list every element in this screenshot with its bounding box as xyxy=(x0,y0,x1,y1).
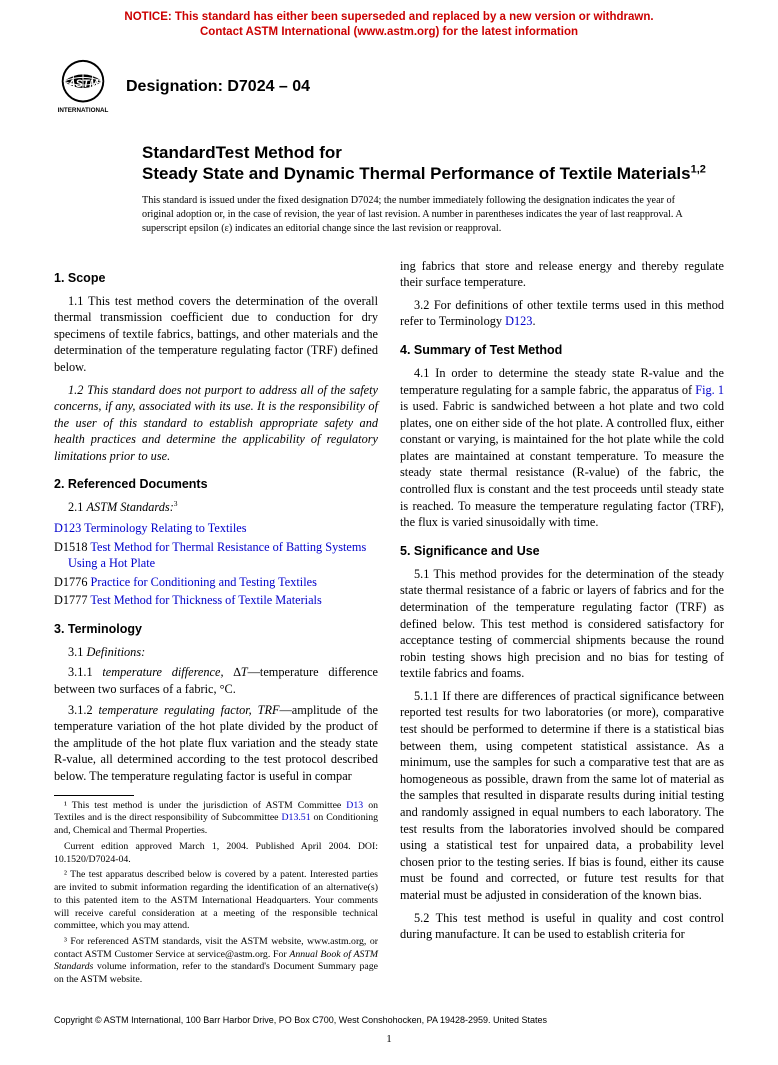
issued-note: This standard is issued under the fixed … xyxy=(142,194,704,235)
fn1-prefix: ¹ This test method is under the jurisdic… xyxy=(64,800,346,811)
para-2-1: 2.1 ASTM Standards:3 xyxy=(54,499,378,516)
para-3-2: 3.2 For definitions of other textile ter… xyxy=(400,297,724,330)
para-3-1-2-cont: ing fabrics that store and release energ… xyxy=(400,258,724,291)
p32-prefix: 3.2 For definitions of other textile ter… xyxy=(400,298,724,329)
ref-d1518-text[interactable]: Test Method for Thermal Resistance of Ba… xyxy=(68,540,366,571)
p312-term: temperature regulating factor, TRF xyxy=(98,703,279,717)
section-2-heading: 2. Referenced Documents xyxy=(54,476,378,493)
title-main: Steady State and Dynamic Thermal Perform… xyxy=(142,164,691,183)
para-2-1-sup: 3 xyxy=(174,499,178,508)
ref-d1777-text[interactable]: Test Method for Thickness of Textile Mat… xyxy=(87,593,321,607)
notice-line2: Contact ASTM International (www.astm.org… xyxy=(200,26,578,38)
header-row: ASTM INTERNATIONAL Designation: D7024 – … xyxy=(54,58,724,116)
para-3-1-term: Definitions: xyxy=(86,645,145,659)
designation-text: Designation: D7024 – 04 xyxy=(126,78,310,96)
ref-d1776-text[interactable]: Practice for Conditioning and Testing Te… xyxy=(87,575,316,589)
p311-label: 3.1.1 xyxy=(68,665,102,679)
footnote-1: ¹ This test method is under the jurisdic… xyxy=(54,800,378,838)
para-5-1-1: 5.1.1 If there are differences of practi… xyxy=(400,688,724,904)
p32-suffix: . xyxy=(532,314,535,328)
page-number: 1 xyxy=(54,1033,724,1045)
footnote-2: ² The test apparatus described below is … xyxy=(54,869,378,933)
ref-d1777-code: D1777 xyxy=(54,593,87,607)
ref-d1776: D1776 Practice for Conditioning and Test… xyxy=(54,574,378,591)
ref-d1518: D1518 Test Method for Thermal Resistance… xyxy=(54,539,378,572)
fn1-link1[interactable]: D13 xyxy=(346,800,363,811)
section-4-heading: 4. Summary of Test Method xyxy=(400,342,724,359)
p312-label: 3.1.2 xyxy=(68,703,98,717)
ref-d1776-code: D1776 xyxy=(54,575,87,589)
section-5-heading: 5. Significance and Use xyxy=(400,543,724,560)
svg-text:INTERNATIONAL: INTERNATIONAL xyxy=(58,107,109,114)
svg-text:ASTM: ASTM xyxy=(67,78,99,90)
fn1-link2[interactable]: D13.51 xyxy=(281,812,310,823)
ref-d1777: D1777 Test Method for Thickness of Texti… xyxy=(54,592,378,609)
p32-link[interactable]: D123 xyxy=(505,314,532,328)
ref-d1518-code: D1518 xyxy=(54,540,87,554)
para-3-1: 3.1 Definitions: xyxy=(54,644,378,661)
notice-banner: NOTICE: This standard has either been su… xyxy=(54,10,724,40)
p41-link[interactable]: Fig. 1 xyxy=(695,383,724,397)
fn3-suffix: volume information, refer to the standar… xyxy=(54,961,378,985)
p311-term: temperature difference, ∆T xyxy=(102,665,247,679)
para-1-2: 1.2 This standard does not purport to ad… xyxy=(54,382,378,465)
ref-d123-code[interactable]: D123 xyxy=(54,521,81,535)
title-block: StandardTest Method for Steady State and… xyxy=(142,142,724,185)
title-superscript: 1,2 xyxy=(691,163,706,175)
para-5-1: 5.1 This method provides for the determi… xyxy=(400,566,724,682)
section-3-heading: 3. Terminology xyxy=(54,621,378,638)
footnotes-block: ¹ This test method is under the jurisdic… xyxy=(54,800,378,987)
footnote-separator xyxy=(54,795,134,796)
body-columns: 1. Scope 1.1 This test method covers the… xyxy=(54,258,724,987)
title-line2: Steady State and Dynamic Thermal Perform… xyxy=(142,163,724,184)
ref-d123-text[interactable]: Terminology Relating to Textiles xyxy=(81,521,246,535)
para-3-1-1: 3.1.1 temperature difference, ∆T—tempera… xyxy=(54,664,378,697)
notice-line1: NOTICE: This standard has either been su… xyxy=(124,11,653,23)
title-line1: StandardTest Method for xyxy=(142,142,724,163)
copyright-line: Copyright © ASTM International, 100 Barr… xyxy=(54,1015,724,1025)
para-3-1-2: 3.1.2 temperature regulating factor, TRF… xyxy=(54,702,378,785)
footnote-3: ³ For referenced ASTM standards, visit t… xyxy=(54,936,378,987)
para-1-1: 1.1 This test method covers the determin… xyxy=(54,293,378,376)
footnote-1b: Current edition approved March 1, 2004. … xyxy=(54,841,378,866)
astm-logo: ASTM INTERNATIONAL xyxy=(54,58,112,116)
para-2-1-prefix: 2.1 xyxy=(68,500,86,514)
p41-prefix: 4.1 In order to determine the steady sta… xyxy=(400,366,724,397)
p41-suffix: is used. Fabric is sandwiched between a … xyxy=(400,399,724,529)
document-page: NOTICE: This standard has either been su… xyxy=(0,0,778,1065)
para-5-2: 5.2 This test method is useful in qualit… xyxy=(400,910,724,943)
section-1-heading: 1. Scope xyxy=(54,270,378,287)
para-3-1-label: 3.1 xyxy=(68,645,86,659)
para-4-1: 4.1 In order to determine the steady sta… xyxy=(400,365,724,531)
para-2-1-italic: ASTM Standards: xyxy=(86,500,173,514)
ref-d123: D123 Terminology Relating to Textiles xyxy=(54,520,378,537)
